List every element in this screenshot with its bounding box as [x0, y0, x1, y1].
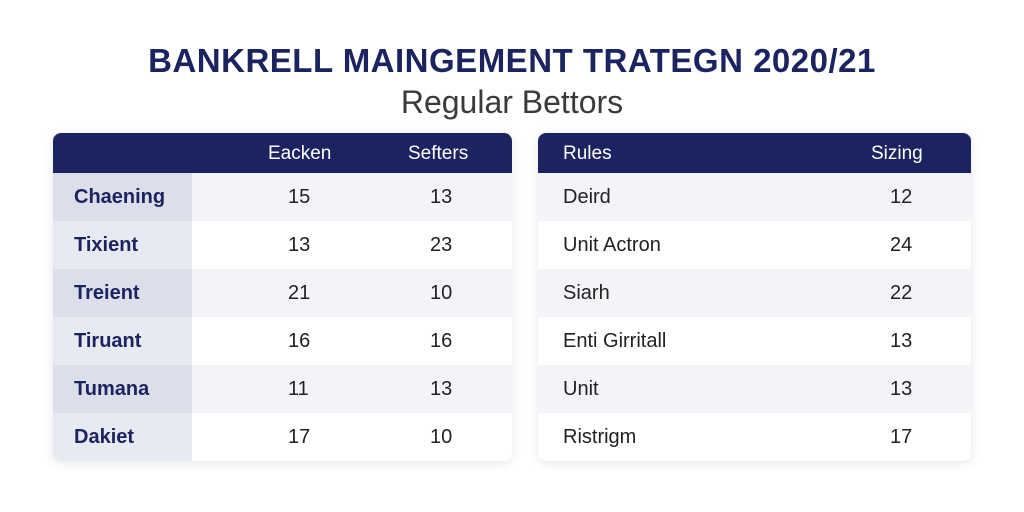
cell-eacken: 21 [288, 282, 311, 304]
cell-rule: Unit Actron [563, 234, 661, 256]
cell-rule: Siarh [563, 282, 610, 304]
column-header-eacken: Eacken [268, 143, 332, 164]
cell-eacken: 16 [288, 330, 311, 352]
cell-sizing: 13 [890, 378, 913, 400]
rules-table: Rules Sizing Deird 12 Unit Actron 24 Sia… [538, 133, 971, 461]
table-row: Enti Girritall 13 [538, 317, 971, 365]
table-header: Rules Sizing [538, 133, 971, 173]
cell-rule: Enti Girritall [563, 330, 667, 352]
cell-eacken: 15 [288, 186, 311, 208]
cell-sefters: 16 [430, 330, 453, 352]
table-row: Tumana 11 13 [53, 365, 512, 413]
cell-eacken: 11 [288, 378, 309, 400]
column-header-sefters: Sefters [408, 143, 469, 164]
cell-rule: Unit [563, 378, 599, 400]
cell-sefters: 10 [430, 282, 453, 304]
table-row: Tiruant 16 16 [53, 317, 512, 365]
table-row: Deird 12 [538, 173, 971, 221]
row-label: Treient [74, 282, 140, 304]
table-row: Treient 21 10 [53, 269, 512, 317]
table-row: Dakiet 17 10 [53, 413, 512, 461]
cell-sizing: 17 [890, 426, 913, 448]
row-label: Tumana [74, 378, 150, 400]
bettors-table: Eacken Sefters Chaening 15 13 Tixient 13… [53, 133, 512, 461]
row-label: Tixient [74, 234, 139, 256]
table-header: Eacken Sefters [53, 133, 512, 173]
row-label: Tiruant [74, 330, 142, 352]
page-subtitle: Regular Bettors [400, 84, 624, 120]
cell-rule: Ristrigm [563, 426, 637, 448]
cell-sefters: 13 [430, 186, 453, 208]
cell-eacken: 13 [288, 234, 311, 256]
column-header-sizing: Sizing [871, 143, 923, 164]
cell-sizing: 22 [890, 282, 913, 304]
cell-sizing: 24 [890, 234, 913, 256]
table-row: Ristrigm 17 [538, 413, 971, 461]
table-row: Tixient 13 23 [53, 221, 512, 269]
row-label: Chaening [74, 186, 166, 208]
table-row: Chaening 15 13 [53, 173, 512, 221]
page-title: BANKRELL MAINGEMENT TRATEGN 2020/21 [148, 42, 876, 79]
cell-rule: Deird [563, 186, 611, 208]
column-header-rules: Rules [563, 143, 612, 164]
cell-sefters: 23 [430, 234, 453, 256]
cell-sizing: 13 [890, 330, 913, 352]
cell-sefters: 13 [430, 378, 453, 400]
cell-eacken: 17 [288, 426, 311, 448]
cell-sefters: 10 [430, 426, 453, 448]
row-label: Dakiet [74, 426, 135, 448]
table-row: Unit Actron 24 [538, 221, 971, 269]
table-row: Siarh 22 [538, 269, 971, 317]
cell-sizing: 12 [890, 186, 913, 208]
table-row: Unit 13 [538, 365, 971, 413]
